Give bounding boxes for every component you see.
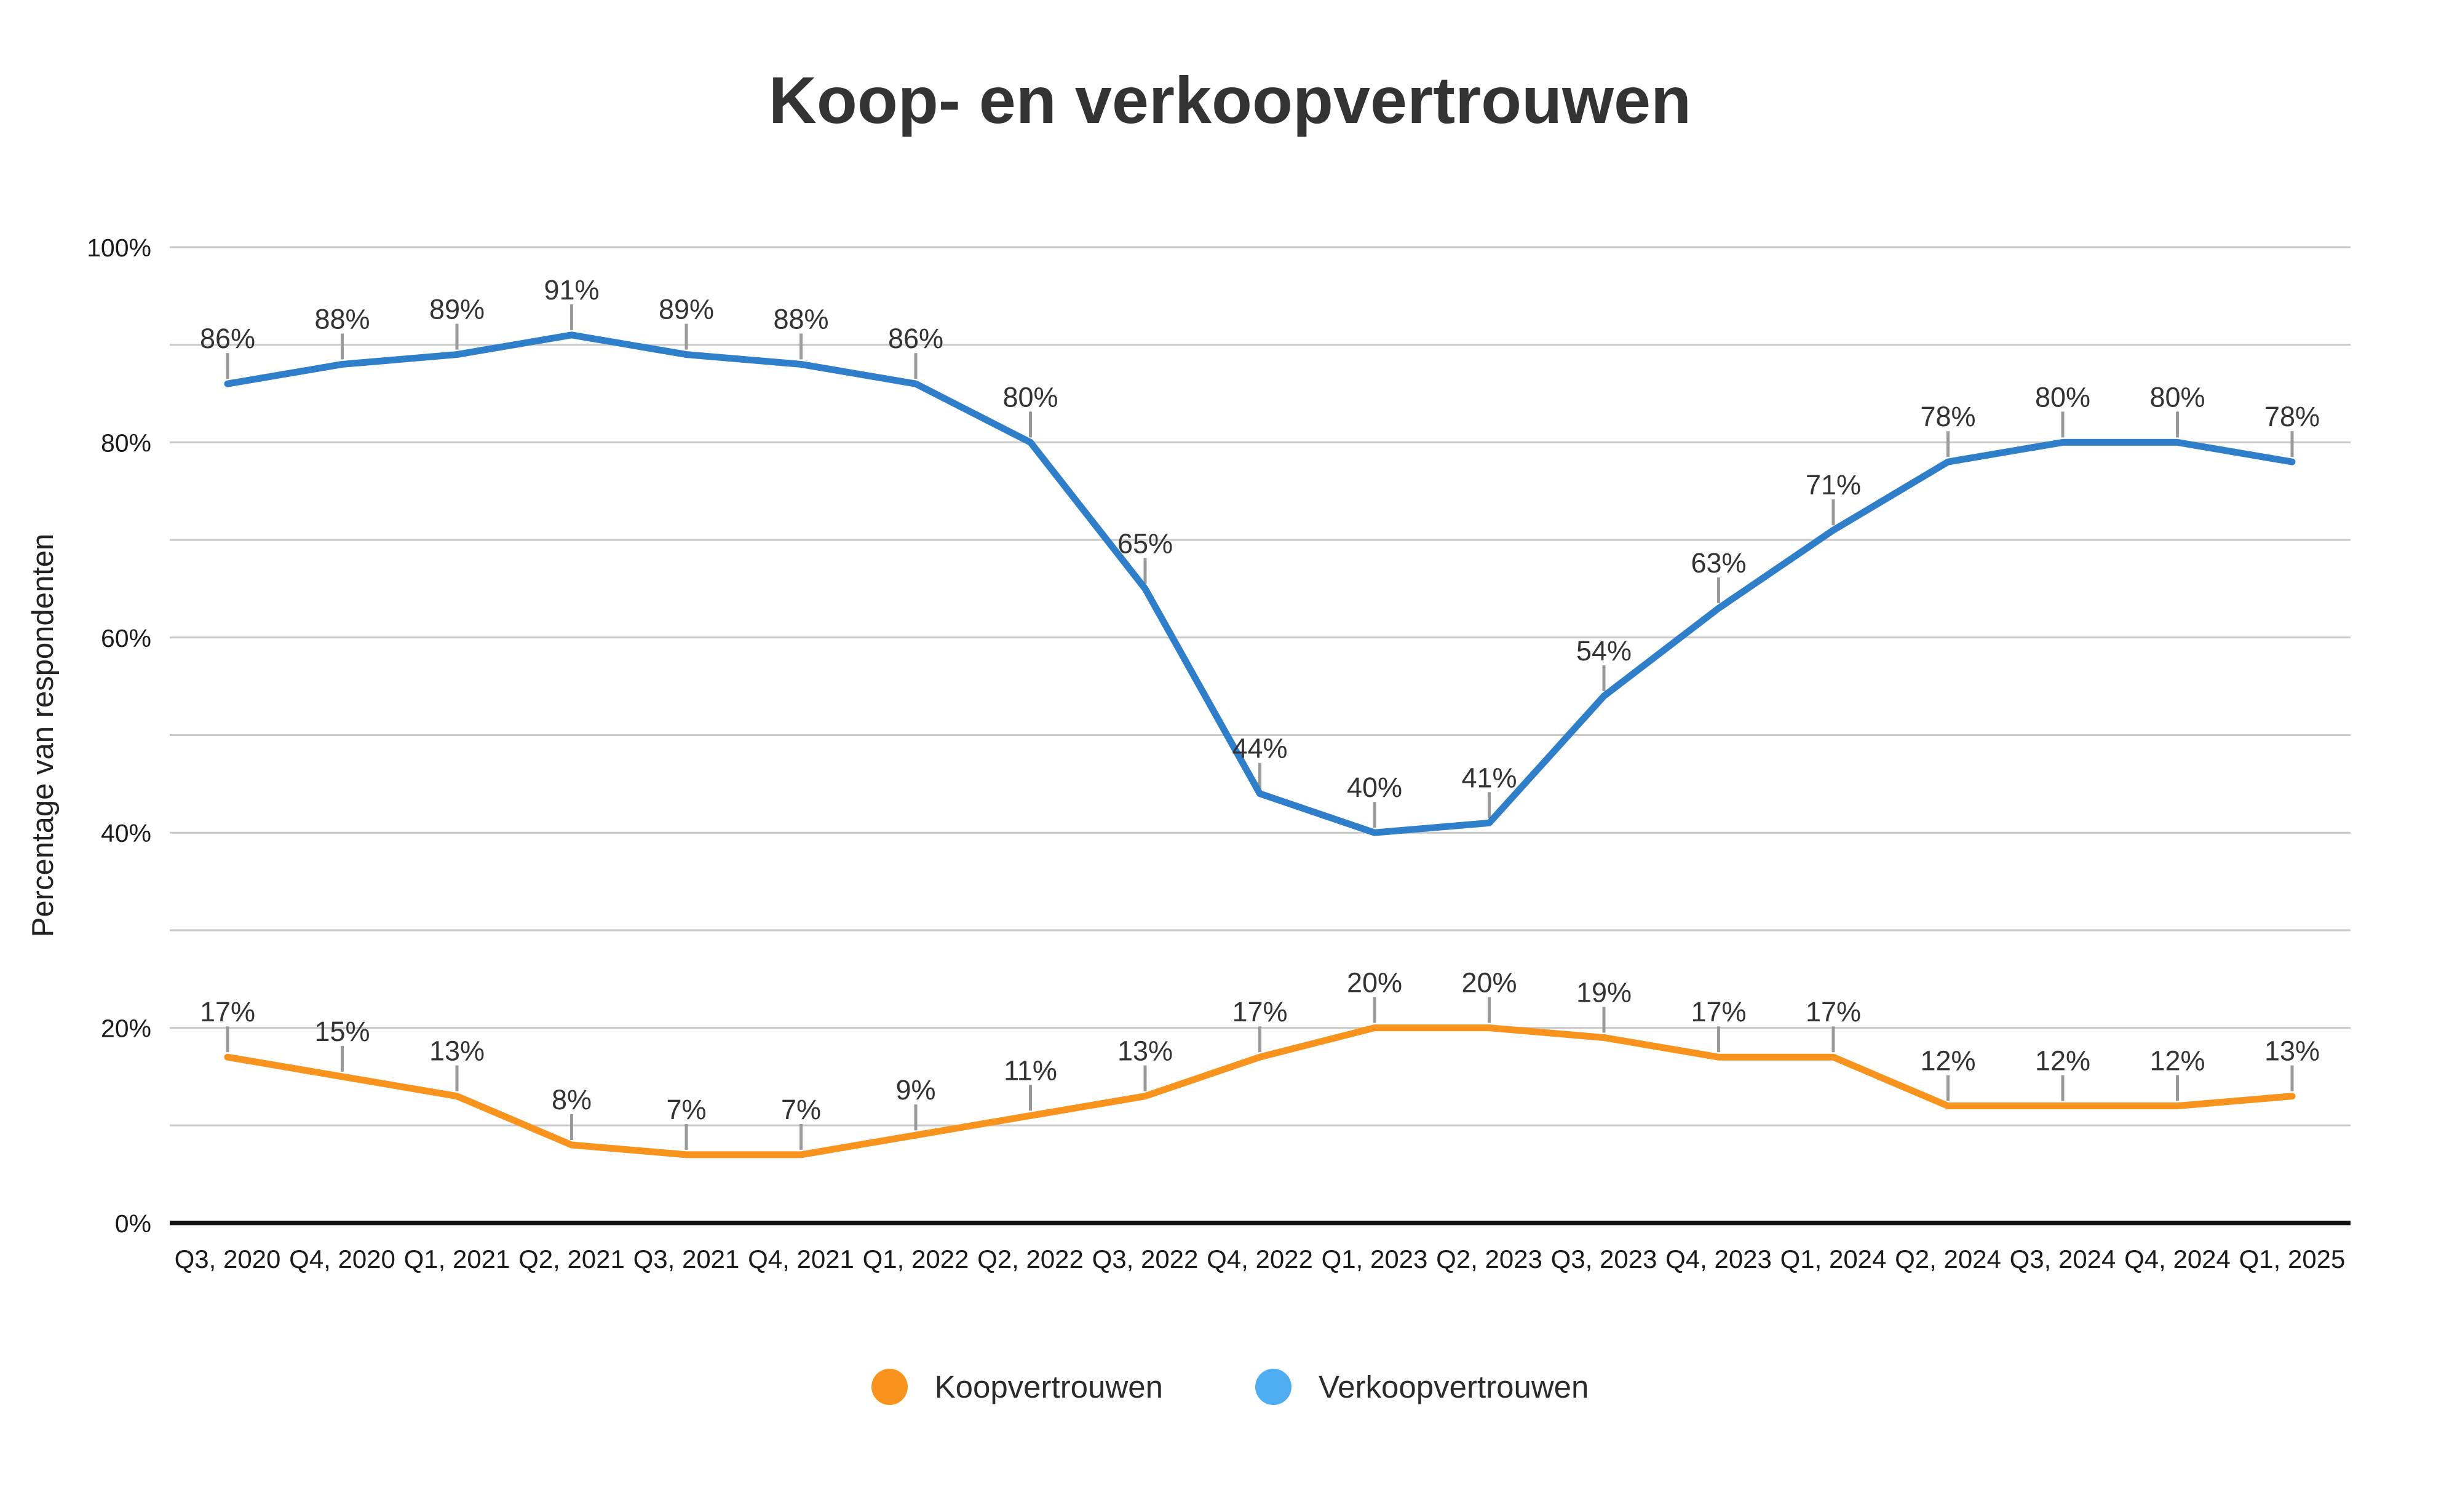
x-tick-label: Q1, 2022 bbox=[863, 1245, 969, 1273]
data-label: 13% bbox=[1117, 1035, 1173, 1067]
data-label: 88% bbox=[773, 303, 828, 334]
data-label: 63% bbox=[1691, 547, 1746, 579]
x-tick-label: Q3, 2020 bbox=[175, 1245, 281, 1273]
data-label: 91% bbox=[544, 274, 599, 306]
data-label: 17% bbox=[1806, 996, 1861, 1027]
x-tick-label: Q1, 2024 bbox=[1780, 1245, 1887, 1273]
x-tick-label: Q1, 2023 bbox=[1322, 1245, 1428, 1273]
y-tick-label: 40% bbox=[101, 819, 151, 847]
data-label: 17% bbox=[200, 996, 255, 1027]
koopvertrouwen-dot-icon bbox=[871, 1369, 908, 1405]
data-label: 80% bbox=[2149, 381, 2205, 413]
data-label: 9% bbox=[895, 1074, 935, 1106]
series-line-koopvertrouwen bbox=[224, 1024, 2296, 1158]
x-tick-label: Q3, 2021 bbox=[633, 1245, 740, 1273]
legend-item-verkoopvertrouwen: Verkoopvertrouwen bbox=[1255, 1369, 1589, 1405]
data-label: 17% bbox=[1691, 996, 1746, 1027]
data-label: 54% bbox=[1576, 635, 1632, 667]
x-tick-label: Q3, 2023 bbox=[1551, 1245, 1657, 1273]
x-tick-label: Q4, 2024 bbox=[2124, 1245, 2231, 1273]
x-tick-label: Q4, 2020 bbox=[289, 1245, 395, 1273]
data-label: 41% bbox=[1461, 762, 1517, 793]
data-label: 7% bbox=[666, 1094, 706, 1125]
x-tick-label: Q4, 2021 bbox=[748, 1245, 854, 1273]
data-label: 40% bbox=[1347, 772, 1402, 803]
data-label: 13% bbox=[429, 1035, 485, 1067]
legend-item-koopvertrouwen: Koopvertrouwen bbox=[871, 1369, 1163, 1405]
data-label: 89% bbox=[659, 294, 714, 325]
y-tick-label: 20% bbox=[101, 1015, 151, 1043]
data-label: 44% bbox=[1232, 733, 1287, 764]
data-label: 80% bbox=[1002, 381, 1058, 413]
x-tick-label: Q2, 2023 bbox=[1436, 1245, 1542, 1273]
data-label: 20% bbox=[1461, 967, 1517, 999]
x-tick-label: Q2, 2024 bbox=[1895, 1245, 2001, 1273]
data-label: 78% bbox=[1920, 401, 1975, 432]
data-label: 80% bbox=[2035, 381, 2090, 413]
y-tick-label: 0% bbox=[115, 1209, 151, 1238]
x-tick-label: Q4, 2023 bbox=[1665, 1245, 1772, 1273]
legend-label-koopvertrouwen: Koopvertrouwen bbox=[934, 1369, 1163, 1404]
data-label: 89% bbox=[429, 294, 485, 325]
data-label: 19% bbox=[1576, 976, 1632, 1008]
data-label: 12% bbox=[2149, 1045, 2205, 1077]
data-label: 20% bbox=[1347, 967, 1402, 999]
y-tick-label: 60% bbox=[101, 624, 151, 652]
data-label: 17% bbox=[1232, 996, 1287, 1027]
series-line-verkoopvertrouwen bbox=[224, 331, 2296, 836]
x-tick-label: Q3, 2024 bbox=[2010, 1245, 2116, 1273]
data-label: 13% bbox=[2264, 1035, 2320, 1067]
x-tick-label: Q3, 2022 bbox=[1092, 1245, 1199, 1273]
x-tick-label: Q1, 2025 bbox=[2239, 1245, 2346, 1273]
x-tick-label: Q1, 2021 bbox=[404, 1245, 510, 1273]
y-tick-label: 80% bbox=[101, 429, 151, 457]
data-label: 15% bbox=[314, 1016, 370, 1047]
data-label: 12% bbox=[1920, 1045, 1975, 1077]
legend: Koopvertrouwen Verkoopvertrouwen bbox=[0, 1369, 2460, 1405]
x-tick-label: Q4, 2022 bbox=[1207, 1245, 1313, 1273]
verkoopvertrouwen-dot-icon bbox=[1255, 1369, 1292, 1405]
data-label: 12% bbox=[2035, 1045, 2090, 1077]
data-label: 86% bbox=[200, 323, 255, 354]
data-label: 11% bbox=[1004, 1055, 1057, 1086]
x-tick-label: Q2, 2021 bbox=[518, 1245, 625, 1273]
data-label: 7% bbox=[781, 1094, 821, 1125]
y-tick-label: 100% bbox=[87, 234, 151, 262]
data-label: 88% bbox=[314, 303, 370, 334]
data-label: 78% bbox=[2264, 401, 2320, 432]
legend-label-verkoopvertrouwen: Verkoopvertrouwen bbox=[1318, 1369, 1589, 1404]
x-tick-label: Q2, 2022 bbox=[977, 1245, 1084, 1273]
page-title: Koop- en verkoopvertrouwen bbox=[768, 63, 1692, 137]
data-label: 71% bbox=[1806, 469, 1861, 501]
data-label: 86% bbox=[888, 323, 943, 354]
data-label: 8% bbox=[552, 1084, 592, 1115]
data-label: 65% bbox=[1117, 528, 1173, 559]
